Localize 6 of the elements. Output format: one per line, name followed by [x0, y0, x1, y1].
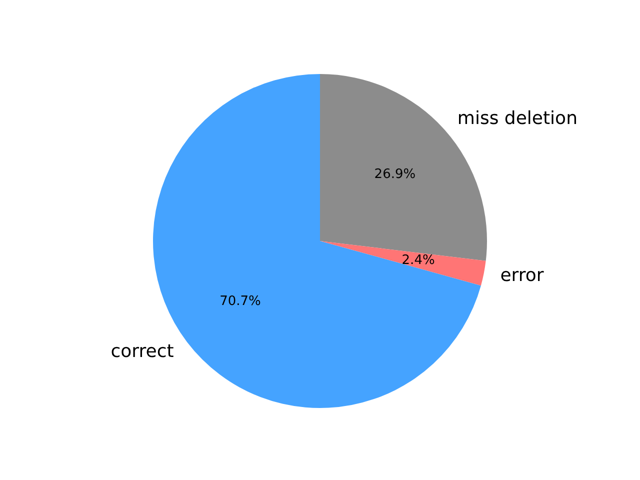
data-label: 70.7% — [220, 294, 261, 310]
slice-label: miss deletion — [457, 108, 578, 129]
slice-label: error — [500, 265, 544, 286]
slice-label: correct — [110, 340, 174, 362]
data-label: 26.9% — [374, 166, 416, 182]
data-label: 2.4% — [402, 252, 435, 268]
